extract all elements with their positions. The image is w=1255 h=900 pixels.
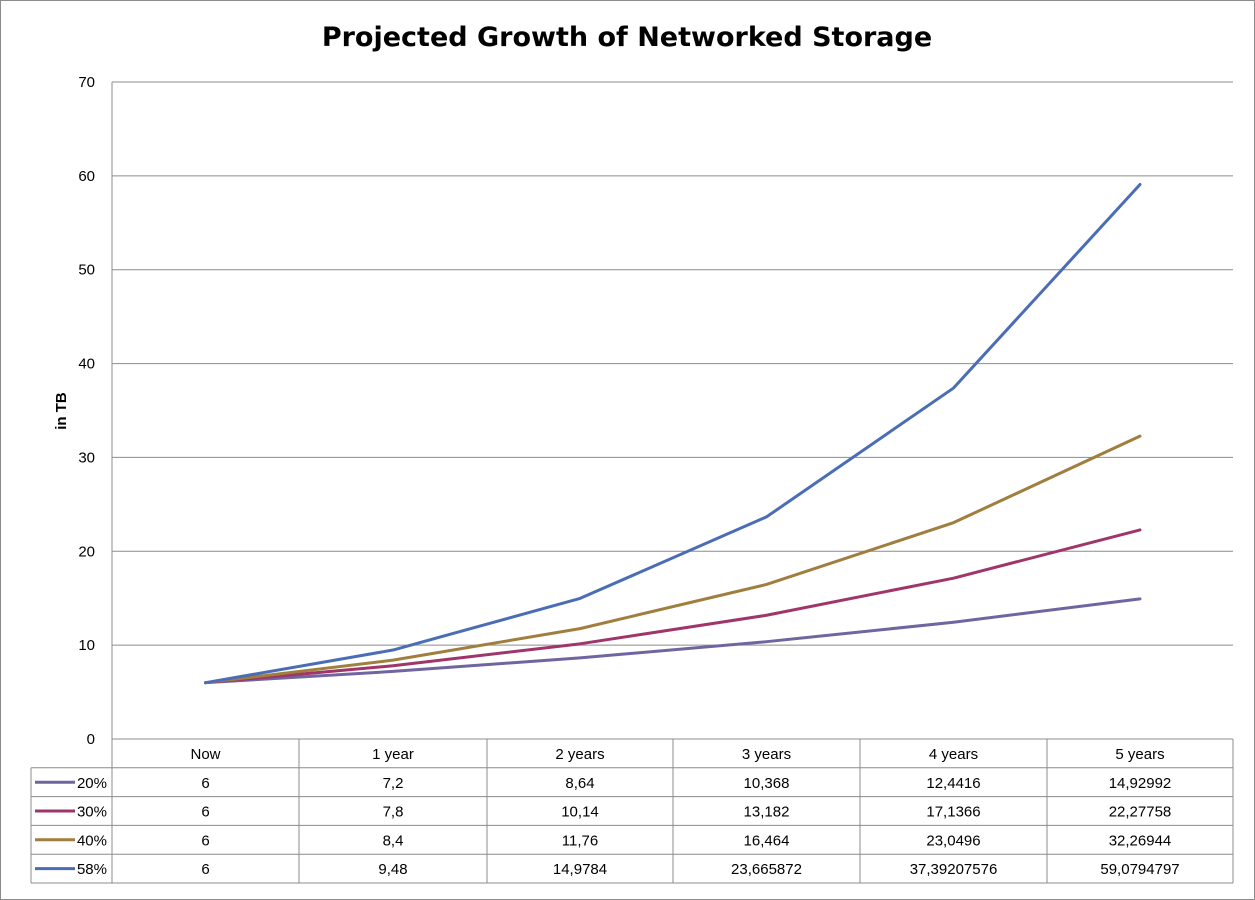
y-tick-label: 20 xyxy=(78,543,95,560)
table-cell: 6 xyxy=(201,804,209,821)
table-cell: 10,368 xyxy=(744,775,790,792)
x-category-label: 1 year xyxy=(372,746,414,763)
table-cell: 13,182 xyxy=(744,804,790,821)
table-cell: 8,4 xyxy=(383,832,404,849)
table-cell: 16,464 xyxy=(744,832,790,849)
table-cell: 59,0794797 xyxy=(1100,861,1179,878)
table-cell: 11,76 xyxy=(562,832,598,849)
table-cell: 9,48 xyxy=(378,861,407,878)
legend-label: 20% xyxy=(77,775,107,792)
table-cell: 23,665872 xyxy=(731,861,802,878)
series-line-30pct xyxy=(204,528,1142,685)
table-cell: 8,64 xyxy=(565,775,594,792)
table-cell: 12,4416 xyxy=(926,775,980,792)
legend-label: 30% xyxy=(77,804,107,821)
y-tick-label: 70 xyxy=(78,74,95,91)
series-line-40pct xyxy=(204,434,1142,685)
legend-label: 40% xyxy=(77,832,107,849)
y-tick-label: 60 xyxy=(78,168,95,185)
chart-title: Projected Growth of Networked Storage xyxy=(322,22,932,53)
series-line-58pct xyxy=(204,182,1142,685)
x-category-label: 2 years xyxy=(555,746,604,763)
y-tick-label: 0 xyxy=(87,731,95,748)
table-cell: 17,1366 xyxy=(926,804,980,821)
table-cell: 14,9784 xyxy=(553,861,607,878)
table-cell: 6 xyxy=(201,775,209,792)
table-cell: 6 xyxy=(201,832,209,849)
y-tick-label: 30 xyxy=(78,449,95,466)
y-tick-label: 40 xyxy=(78,356,95,373)
x-category-label: 5 years xyxy=(1115,746,1164,763)
x-category-label: 4 years xyxy=(929,746,978,763)
legend-label: 58% xyxy=(77,861,107,878)
x-category-label: 3 years xyxy=(742,746,791,763)
y-axis-label: in TB xyxy=(53,392,70,430)
series-line-20pct xyxy=(204,597,1142,685)
table-cell: 10,14 xyxy=(561,804,599,821)
table-cell: 23,0496 xyxy=(926,832,980,849)
table-cell: 7,2 xyxy=(383,775,404,792)
table-cell: 14,92992 xyxy=(1109,775,1172,792)
table-cell: 7,8 xyxy=(383,804,404,821)
y-tick-label: 10 xyxy=(78,637,95,654)
table-cell: 6 xyxy=(201,861,209,878)
table-cell: 37,39207576 xyxy=(910,861,998,878)
table-cell: 22,27758 xyxy=(1109,804,1172,821)
x-category-label: Now xyxy=(190,746,220,763)
table-cell: 32,26944 xyxy=(1109,832,1172,849)
y-tick-label: 50 xyxy=(78,262,95,279)
